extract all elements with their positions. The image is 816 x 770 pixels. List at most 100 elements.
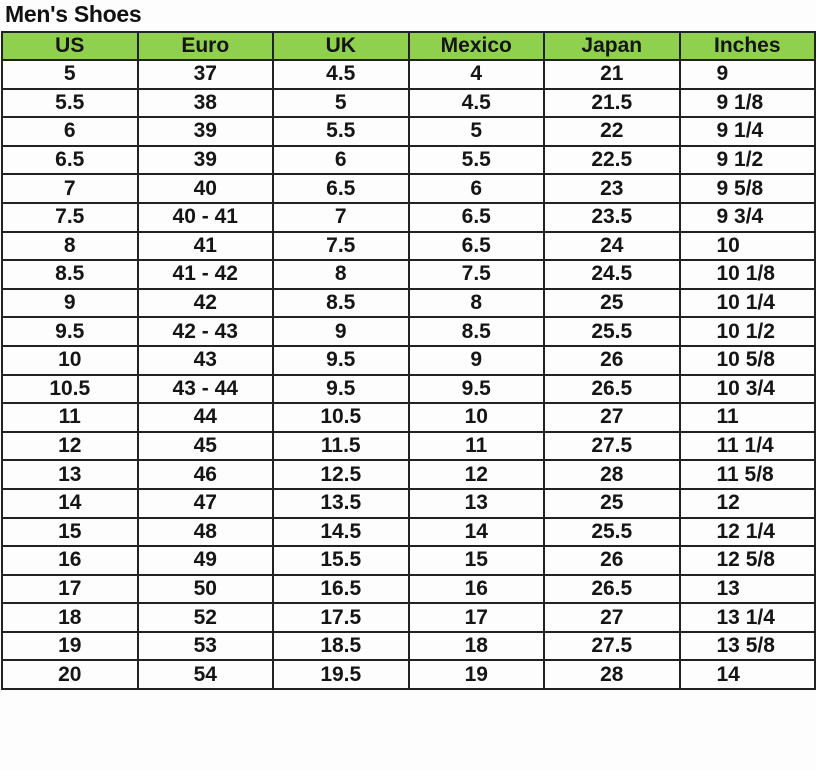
size-chart-table: US Euro UK Mexico Japan Inches 5 37 4.5 4 21 9 5.5 3… — [1, 31, 816, 691]
cell-japan: 24 — [543, 230, 681, 262]
header-row: US Euro UK Mexico Japan Inches — [1, 31, 816, 61]
cell-euro: 54 — [136, 659, 274, 691]
cell-uk: 5 — [272, 87, 410, 119]
cell-mexico: 13 — [407, 487, 545, 519]
cell-euro: 43 — [136, 344, 274, 376]
column-header-inches: Inches — [678, 31, 816, 61]
cell-us: 5.5 — [1, 87, 139, 119]
cell-inches: 9 1/4 — [678, 116, 816, 147]
cell-japan: 26 — [543, 344, 681, 376]
cell-mexico: 5.5 — [407, 144, 545, 176]
cell-us: 6.5 — [1, 144, 139, 176]
cell-us: 16 — [1, 545, 139, 576]
cell-inches: 13 1/4 — [678, 602, 816, 633]
cell-inches: 12 5/8 — [678, 545, 816, 576]
cell-uk: 15.5 — [272, 545, 410, 576]
column-header-mexico: Mexico — [407, 31, 545, 61]
cell-inches: 10 5/8 — [678, 344, 816, 376]
cell-us: 7 — [1, 173, 139, 204]
cell-uk: 7 — [272, 201, 410, 233]
cell-mexico: 6.5 — [407, 201, 545, 233]
cell-inches: 9 3/4 — [678, 201, 816, 233]
cell-inches: 12 1/4 — [678, 516, 816, 548]
table-row: 10 43 9.5 9 26 10 5/8 — [1, 344, 816, 376]
cell-us: 14 — [1, 487, 139, 519]
table-row: 14 47 13.5 13 25 12 — [1, 487, 816, 519]
cell-euro: 46 — [136, 459, 274, 490]
cell-uk: 6 — [272, 144, 410, 176]
cell-inches: 9 5/8 — [678, 173, 816, 204]
cell-japan: 22 — [543, 116, 681, 147]
column-header-uk: UK — [272, 31, 410, 61]
cell-japan: 24.5 — [543, 259, 681, 290]
cell-mexico: 9 — [407, 344, 545, 376]
table-row: 19 53 18.5 18 27.5 13 5/8 — [1, 630, 816, 662]
table-row: 6.5 39 6 5.5 22.5 9 1/2 — [1, 144, 816, 176]
table-row: 10.5 43 - 44 9.5 9.5 26.5 10 3/4 — [1, 373, 816, 405]
cell-us: 20 — [1, 659, 139, 691]
cell-japan: 25 — [543, 287, 681, 319]
cell-uk: 9.5 — [272, 344, 410, 376]
cell-uk: 7.5 — [272, 230, 410, 262]
cell-us: 8 — [1, 230, 139, 262]
table-row: 20 54 19.5 19 28 14 — [1, 659, 816, 691]
cell-mexico: 8.5 — [407, 316, 545, 347]
cell-euro: 39 — [136, 116, 274, 147]
cell-euro: 40 - 41 — [136, 201, 274, 233]
cell-uk: 19.5 — [272, 659, 410, 691]
cell-japan: 27.5 — [543, 630, 681, 662]
cell-japan: 26.5 — [543, 373, 681, 405]
cell-uk: 9 — [272, 316, 410, 347]
table-row: 13 46 12.5 12 28 11 5/8 — [1, 459, 816, 490]
cell-euro: 44 — [136, 402, 274, 433]
cell-inches: 9 — [678, 59, 816, 90]
cell-euro: 45 — [136, 430, 274, 462]
cell-mexico: 4.5 — [407, 87, 545, 119]
table-row: 9.5 42 - 43 9 8.5 25.5 10 1/2 — [1, 316, 816, 347]
table-row: 11 44 10.5 10 27 11 — [1, 402, 816, 433]
cell-uk: 5.5 — [272, 116, 410, 147]
cell-us: 12 — [1, 430, 139, 462]
cell-euro: 42 - 43 — [136, 316, 274, 347]
cell-mexico: 12 — [407, 459, 545, 490]
cell-uk: 8 — [272, 259, 410, 290]
cell-euro: 39 — [136, 144, 274, 176]
cell-us: 19 — [1, 630, 139, 662]
cell-japan: 23 — [543, 173, 681, 204]
cell-euro: 47 — [136, 487, 274, 519]
cell-inches: 10 1/8 — [678, 259, 816, 290]
cell-japan: 23.5 — [543, 201, 681, 233]
cell-japan: 28 — [543, 459, 681, 490]
cell-mexico: 19 — [407, 659, 545, 691]
table-row: 18 52 17.5 17 27 13 1/4 — [1, 602, 816, 633]
cell-mexico: 6.5 — [407, 230, 545, 262]
cell-japan: 22.5 — [543, 144, 681, 176]
table-row: 17 50 16.5 16 26.5 13 — [1, 573, 816, 605]
cell-japan: 25.5 — [543, 516, 681, 548]
cell-uk: 11.5 — [272, 430, 410, 462]
cell-us: 8.5 — [1, 259, 139, 290]
cell-inches: 10 1/4 — [678, 287, 816, 319]
cell-us: 18 — [1, 602, 139, 633]
cell-mexico: 4 — [407, 59, 545, 90]
cell-uk: 6.5 — [272, 173, 410, 204]
cell-japan: 25.5 — [543, 316, 681, 347]
cell-us: 9 — [1, 287, 139, 319]
column-header-euro: Euro — [136, 31, 274, 61]
cell-japan: 21 — [543, 59, 681, 90]
cell-euro: 49 — [136, 545, 274, 576]
cell-us: 11 — [1, 402, 139, 433]
cell-japan: 28 — [543, 659, 681, 691]
cell-mexico: 5 — [407, 116, 545, 147]
cell-us: 15 — [1, 516, 139, 548]
cell-uk: 16.5 — [272, 573, 410, 605]
cell-mexico: 11 — [407, 430, 545, 462]
cell-mexico: 9.5 — [407, 373, 545, 405]
cell-euro: 53 — [136, 630, 274, 662]
table-row: 8.5 41 - 42 8 7.5 24.5 10 1/8 — [1, 259, 816, 290]
table-row: 7 40 6.5 6 23 9 5/8 — [1, 173, 816, 204]
cell-euro: 48 — [136, 516, 274, 548]
table-row: 15 48 14.5 14 25.5 12 1/4 — [1, 516, 816, 548]
cell-uk: 12.5 — [272, 459, 410, 490]
cell-us: 7.5 — [1, 201, 139, 233]
